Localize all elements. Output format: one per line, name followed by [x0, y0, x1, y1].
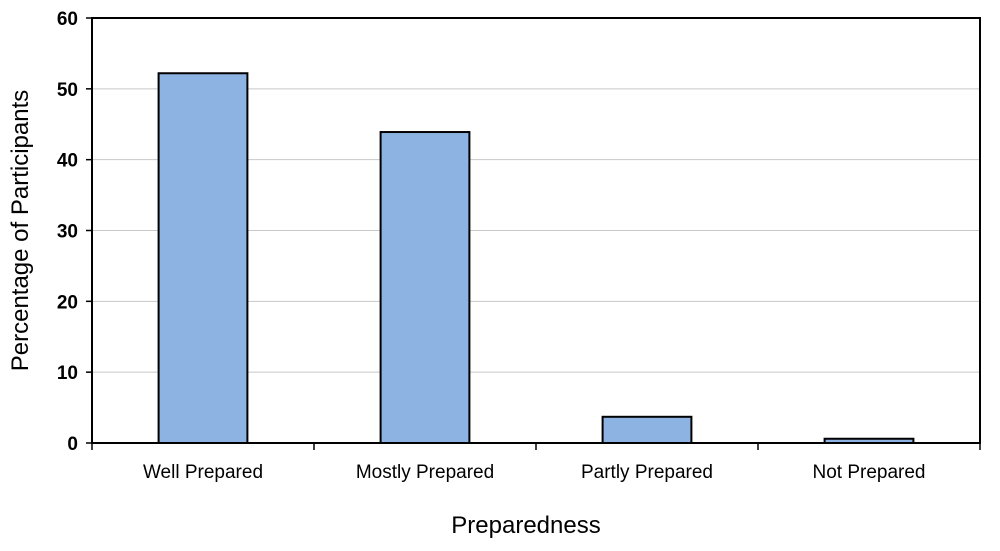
y-tick-label: 30 — [57, 222, 78, 243]
x-axis-title: Preparedness — [451, 512, 600, 539]
y-axis-title: Percentage of Participants — [7, 90, 34, 372]
x-tick-label: Partly Prepared — [581, 462, 713, 483]
x-tick-label: Not Prepared — [812, 462, 925, 483]
x-axis-ticks: Well Prepared Mostly Prepared Partly Prepa… — [91, 443, 981, 483]
y-tick-label: 50 — [57, 80, 78, 101]
y-tick-label: 20 — [57, 292, 78, 313]
y-axis-ticks: 0 10 20 30 40 50 60 — [57, 9, 92, 455]
x-tick-label: Well Prepared — [143, 462, 263, 483]
y-tick-label: 0 — [67, 434, 78, 455]
bar-mostly-prepared — [379, 131, 471, 445]
y-tick-label: 10 — [57, 363, 78, 384]
bars — [157, 72, 915, 445]
bar-partly-prepared — [601, 415, 693, 444]
bar-well-prepared — [157, 72, 249, 444]
y-tick-label: 60 — [57, 9, 78, 30]
x-tick-label: Mostly Prepared — [356, 462, 494, 483]
y-tick-label: 40 — [57, 151, 78, 172]
